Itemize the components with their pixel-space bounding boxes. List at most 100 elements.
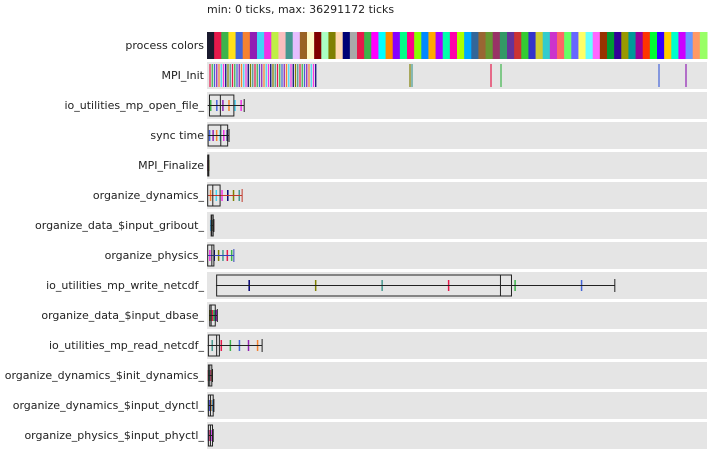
process-color-swatch xyxy=(314,32,322,59)
process-color-swatch xyxy=(592,32,601,59)
process-color-swatch xyxy=(371,32,379,59)
row-label: organize_dynamics_$input_dynctl_ xyxy=(12,398,204,412)
iqr-box xyxy=(216,274,512,297)
process-color-swatch xyxy=(492,32,501,59)
process-color-swatch xyxy=(621,32,629,59)
process-color-swatch xyxy=(221,32,229,59)
process-color-swatch xyxy=(249,32,258,59)
process-color-swatch xyxy=(399,32,408,59)
process-color-swatch xyxy=(342,32,351,59)
process-color-swatch xyxy=(278,32,287,59)
process-color-swatch xyxy=(642,32,651,59)
row-label: organize_dynamics_$init_dynamics_ xyxy=(4,368,204,382)
process-color-swatch xyxy=(507,32,515,59)
process-color-swatch xyxy=(542,32,551,59)
row-label: organize_data_$input_dbase_ xyxy=(41,308,204,322)
row-label: sync time xyxy=(150,128,204,142)
process-color-swatch xyxy=(564,32,572,59)
process-color-swatch xyxy=(449,32,458,59)
row-label: organize_data_$input_gribout_ xyxy=(35,218,204,232)
process-color-swatch xyxy=(357,32,365,59)
row-background xyxy=(207,182,707,209)
process-color-swatch xyxy=(207,32,215,59)
process-color-swatch xyxy=(292,32,301,59)
process-color-swatch xyxy=(557,32,565,59)
process-color-swatch xyxy=(657,32,665,59)
iqr-box xyxy=(208,94,235,117)
process-color-swatch xyxy=(599,32,608,59)
process-color-swatch xyxy=(571,32,579,59)
process-color-swatch xyxy=(471,32,479,59)
process-color-swatch xyxy=(628,32,637,59)
process-color-swatch xyxy=(692,32,701,59)
process-color-swatch xyxy=(235,32,244,59)
process-color-swatch xyxy=(428,32,437,59)
process-color-swatch xyxy=(285,32,294,59)
process-color-swatch xyxy=(635,32,644,59)
process-colors-label: process colors xyxy=(125,38,204,52)
process-color-swatch xyxy=(257,32,265,59)
row-label: organize_physics_ xyxy=(104,248,204,262)
process-color-swatch xyxy=(435,32,444,59)
row-label: MPI_Init xyxy=(161,68,204,82)
row-background xyxy=(207,92,707,119)
process-color-swatch xyxy=(528,32,537,59)
process-color-swatch xyxy=(699,32,708,59)
process-color-swatch xyxy=(421,32,429,59)
process-color-swatch xyxy=(607,32,615,59)
process-color-swatch xyxy=(328,32,337,59)
process-color-swatch xyxy=(664,32,672,59)
process-color-swatch xyxy=(649,32,658,59)
row-background xyxy=(207,242,707,269)
process-color-swatch xyxy=(407,32,415,59)
process-color-swatch xyxy=(549,32,558,59)
process-color-swatch xyxy=(578,32,587,59)
process-color-swatch xyxy=(678,32,687,59)
process-color-swatch xyxy=(535,32,544,59)
row-label: organize_physics_$input_phyctl_ xyxy=(24,428,204,442)
process-color-swatch xyxy=(271,32,279,59)
process-color-swatch xyxy=(585,32,594,59)
process-color-swatch xyxy=(521,32,529,59)
iqr-box xyxy=(207,244,215,267)
process-color-swatch xyxy=(378,32,387,59)
iqr-box xyxy=(207,184,221,207)
process-color-swatch xyxy=(214,32,222,59)
row-background xyxy=(207,392,707,419)
process-color-swatch xyxy=(514,32,522,59)
row-label: organize_dynamics_ xyxy=(92,188,204,202)
process-color-swatch xyxy=(307,32,315,59)
process-color-swatch xyxy=(485,32,494,59)
process-color-swatch xyxy=(364,32,372,59)
row-background xyxy=(207,422,707,449)
row-label: MPI_Finalize xyxy=(138,158,204,172)
row-background xyxy=(207,152,707,179)
process-color-swatch xyxy=(457,32,465,59)
row-label: io_utilities_mp_read_netcdf_ xyxy=(48,338,204,352)
process-color-swatch xyxy=(685,32,694,59)
process-color-swatch xyxy=(614,32,622,59)
process-color-swatch xyxy=(385,32,394,59)
row-background xyxy=(207,332,707,359)
process-color-swatch xyxy=(499,32,508,59)
row-label: io_utilities_mp_open_file_ xyxy=(64,98,204,112)
process-color-swatch xyxy=(228,32,237,59)
process-color-swatch xyxy=(264,32,272,59)
iqr-box xyxy=(209,304,216,327)
tick-range-header: min: 0 ticks, max: 36291172 ticks xyxy=(207,3,395,16)
process-color-swatch xyxy=(414,32,422,59)
row-background xyxy=(207,212,707,239)
process-color-swatch xyxy=(321,32,329,59)
row-background xyxy=(207,62,707,89)
row-label: io_utilities_mp_write_netcdf_ xyxy=(46,278,204,292)
process-color-swatch xyxy=(671,32,679,59)
process-color-swatch xyxy=(349,32,358,59)
row-background xyxy=(207,362,707,389)
row-background xyxy=(207,122,707,149)
process-color-swatch xyxy=(335,32,344,59)
process-color-swatch xyxy=(442,32,451,59)
process-color-swatch xyxy=(299,32,308,59)
iqr-box xyxy=(207,124,229,147)
iqr-box xyxy=(207,334,220,357)
